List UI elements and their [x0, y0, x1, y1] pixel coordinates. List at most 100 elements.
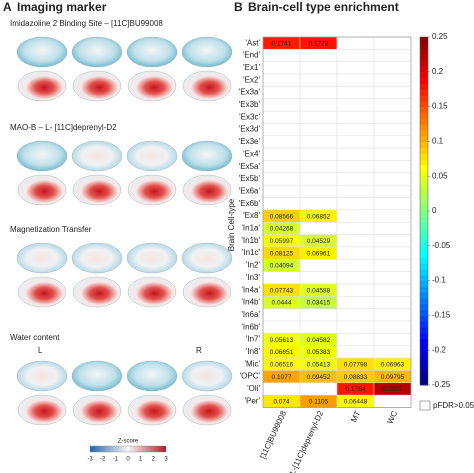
empty-cell [262, 172, 301, 186]
colorbar-step [420, 199, 428, 206]
empty-cell [336, 61, 375, 75]
empty-cell [373, 283, 412, 297]
brain-lateral [181, 36, 233, 68]
empty-cell [262, 197, 301, 211]
section-title: Imidazoline 2 Binding Site – [11C]BU9900… [10, 19, 163, 28]
colorbar-step [420, 118, 428, 125]
empty-cell [373, 73, 412, 87]
colorbar-step [420, 257, 428, 264]
empty-cell [373, 172, 412, 186]
cell-label: 0.08566 [270, 213, 294, 220]
empty-cell [336, 197, 375, 211]
empty-cell [299, 49, 338, 62]
empty-cell [262, 135, 301, 149]
row-label: 'Per' [244, 396, 260, 405]
colorbar-step [420, 344, 428, 351]
brain-lateral [181, 242, 233, 274]
cell-label: 0.09452 [307, 374, 331, 381]
empty-cell [336, 209, 375, 223]
row-label: 'Ex5a' [239, 162, 261, 171]
panel-title: Brain-cell type enrichment [248, 0, 399, 14]
empty-cell [299, 184, 338, 198]
colorbar-step [420, 234, 428, 241]
cell-label: 0.1764 [346, 386, 366, 393]
colorbar-step [420, 367, 428, 374]
empty-cell [373, 234, 412, 248]
brain-medial [17, 276, 67, 308]
colorbar-step [420, 141, 428, 148]
column-label: [11C]BU99008 [258, 409, 288, 460]
empty-cell [336, 345, 375, 359]
colorbar-step [420, 54, 428, 61]
empty-cell [262, 110, 301, 124]
colorbar-step [420, 327, 428, 334]
heatmap-frame [262, 36, 412, 408]
colorbar-step [420, 280, 428, 287]
row-label: 'Ex3c' [239, 112, 260, 121]
row-label: 'Ex6b' [239, 199, 261, 208]
cell-label: 0.07798 [344, 361, 368, 368]
empty-cell [262, 160, 301, 174]
brain-medial [182, 70, 232, 102]
colorbar-step [420, 274, 428, 282]
row-label: 'Ex6a' [239, 186, 261, 195]
colorbar-step [420, 211, 428, 218]
cell-label: 0.1778 [309, 40, 329, 47]
row-label: 'Ex3e' [239, 137, 261, 146]
missing-swatch [419, 400, 431, 411]
empty-cell [299, 110, 338, 124]
brain-lateral [16, 140, 68, 172]
empty-cell [336, 123, 375, 137]
row-label: 'End' [243, 51, 261, 60]
row-label: 'In8' [246, 347, 261, 356]
cell-label: 0.08125 [270, 250, 294, 257]
column-label: L-[11C]deprenyl-D2 [288, 409, 326, 473]
colorbar-tick-label: -0.2 [432, 345, 446, 354]
cell-label: 0.03415 [307, 300, 331, 307]
colorbar-step [420, 182, 428, 189]
colorbar-step [420, 263, 428, 270]
z-tick-label: -1 [113, 457, 119, 463]
colorbar-step [420, 332, 428, 340]
cell-label: 0.09795 [381, 374, 405, 381]
empty-cell [373, 160, 412, 174]
row-label: 'In1c' [242, 248, 261, 257]
colorbar-step [420, 60, 428, 67]
z-tick-label: 3 [164, 457, 168, 463]
empty-cell [299, 147, 338, 161]
cell-label: 0.06516 [270, 361, 294, 368]
row-label: 'In7' [246, 335, 261, 344]
panel-label: B [234, 0, 243, 14]
brain-medial [182, 174, 232, 206]
cell-label: 0.05613 [270, 337, 294, 344]
cell-label: 0.1105 [309, 399, 329, 406]
panel-title: Imaging marker [17, 0, 107, 14]
empty-cell [299, 271, 338, 285]
colorbar-step [420, 89, 428, 96]
empty-cell [299, 73, 338, 87]
colorbar-step [420, 77, 428, 84]
colorbar-step [420, 95, 428, 102]
colorbar-step [420, 286, 428, 293]
z-tick-label: 1 [139, 457, 143, 463]
cell-label: 0.06963 [381, 361, 405, 368]
cell-label: 0.06961 [307, 250, 331, 257]
row-label: 'Ex4' [243, 149, 260, 158]
colorbar-step [420, 356, 428, 363]
empty-cell [299, 382, 338, 396]
empty-cell [336, 222, 375, 235]
colorbar-step [420, 164, 428, 171]
colorbar-tick-label: -0.15 [432, 311, 451, 320]
empty-cell [336, 246, 375, 260]
empty-cell [299, 259, 338, 272]
colorbar-tick-label: -0.05 [432, 241, 451, 250]
empty-cell [373, 246, 412, 260]
colorbar-step [420, 170, 428, 177]
empty-cell [262, 147, 301, 161]
empty-cell [336, 296, 375, 309]
brain-lateral [16, 360, 68, 392]
empty-cell [299, 197, 338, 211]
brain-lateral [16, 36, 68, 68]
empty-cell [336, 333, 375, 346]
column-label: MT [349, 409, 362, 423]
